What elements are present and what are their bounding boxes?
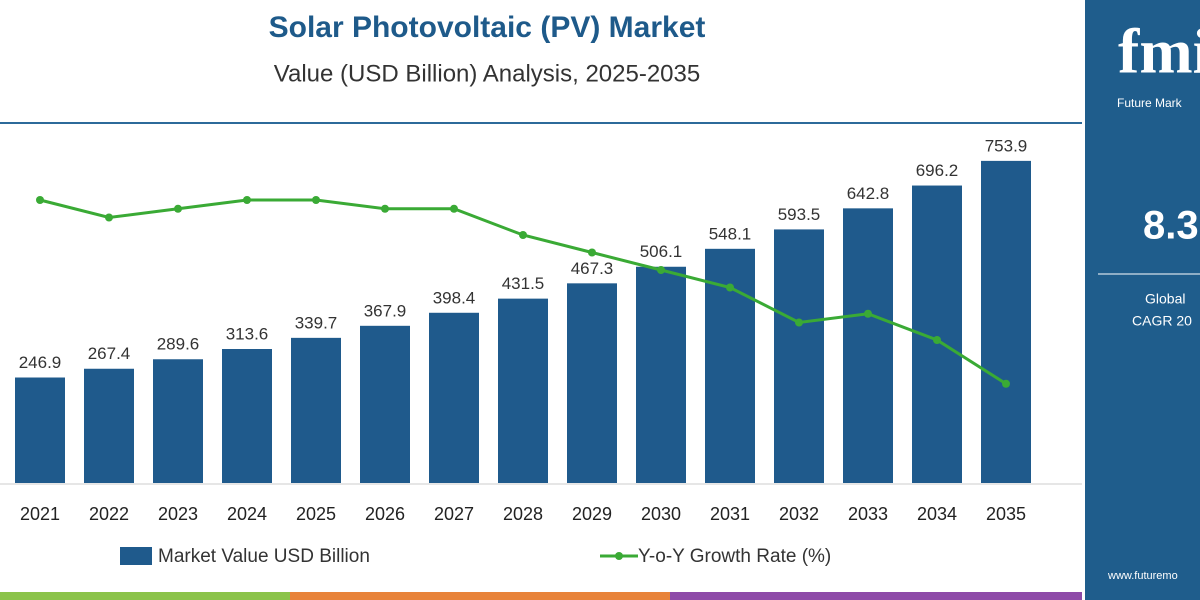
- line-point: [381, 204, 389, 213]
- bar: [15, 377, 65, 483]
- bar: [360, 325, 410, 483]
- sidebar-label: Global: [1145, 291, 1185, 307]
- x-tick-label: 2022: [89, 504, 129, 524]
- x-tick-label: 2029: [572, 504, 612, 524]
- sidebar: [1085, 0, 1200, 600]
- x-tick-label: 2026: [365, 504, 405, 524]
- bar: [843, 208, 893, 483]
- line-point: [1002, 379, 1010, 388]
- value-label: 431.5: [502, 274, 545, 293]
- x-tick-label: 2034: [917, 504, 957, 524]
- line-point: [174, 204, 182, 213]
- bar: [153, 359, 203, 483]
- value-label: 696.2: [916, 161, 959, 180]
- line-point: [36, 196, 44, 204]
- x-tick-label: 2033: [848, 504, 888, 524]
- x-tick-label: 2023: [158, 504, 198, 524]
- value-label: 467.3: [571, 259, 614, 278]
- brand: Future Mark: [1117, 96, 1183, 110]
- bar: [429, 312, 479, 483]
- sidebar-url: www.futuremo: [1107, 570, 1178, 582]
- x-tick-label: 2030: [641, 504, 681, 524]
- x-tick-label: 2032: [779, 504, 819, 524]
- legend-label: Market Value USD Billion: [158, 546, 370, 567]
- bar: [774, 229, 824, 483]
- line-point: [864, 309, 872, 318]
- line-point: [795, 318, 803, 327]
- bar: [567, 283, 617, 483]
- logo: fmi: [1118, 16, 1200, 87]
- x-tick-label: 2035: [986, 504, 1026, 524]
- legend-swatch: [615, 552, 623, 560]
- value-label: 548.1: [709, 224, 752, 243]
- value-label: 398.4: [433, 288, 476, 307]
- stripe: [290, 592, 670, 600]
- value-label: 267.4: [88, 344, 131, 363]
- value-label: 753.9: [985, 136, 1028, 155]
- line-point: [588, 248, 596, 257]
- bar: [498, 298, 548, 483]
- bar: [84, 368, 134, 483]
- line-point: [105, 213, 113, 222]
- cagr-value: 8.3: [1143, 204, 1199, 248]
- value-label: 593.5: [778, 205, 821, 224]
- value-label: 642.8: [847, 184, 890, 203]
- sidebar-label: CAGR 20: [1132, 313, 1192, 329]
- legend-swatch: [120, 547, 152, 565]
- x-tick-label: 2025: [296, 504, 336, 524]
- x-tick-label: 2024: [227, 504, 267, 524]
- legend-label: Y-o-Y Growth Rate (%): [638, 546, 831, 567]
- line-point: [243, 196, 251, 204]
- bar: [981, 160, 1031, 483]
- bar: [222, 349, 272, 483]
- value-label: 289.6: [157, 335, 200, 354]
- stripe: [0, 592, 290, 600]
- x-tick-label: 2021: [20, 504, 60, 524]
- line-point: [312, 196, 320, 204]
- bar: [291, 337, 341, 483]
- line-point: [519, 231, 527, 239]
- x-tick-label: 2027: [434, 504, 474, 524]
- value-label: 367.9: [364, 301, 407, 320]
- bar: [636, 266, 686, 483]
- line-point: [450, 204, 458, 213]
- value-label: 246.9: [19, 353, 62, 372]
- line-point: [657, 266, 665, 274]
- value-label: 506.1: [640, 242, 683, 261]
- value-label: 313.6: [226, 324, 269, 343]
- stripe: [670, 592, 1082, 600]
- chart-subtitle: Value (USD Billion) Analysis, 2025-2035: [274, 60, 700, 87]
- x-tick-label: 2031: [710, 504, 750, 524]
- line-point: [933, 336, 941, 344]
- line-point: [726, 283, 734, 292]
- x-tick-label: 2028: [503, 504, 543, 524]
- value-label: 339.7: [295, 313, 338, 332]
- chart-title: Solar Photovoltaic (PV) Market: [269, 11, 706, 44]
